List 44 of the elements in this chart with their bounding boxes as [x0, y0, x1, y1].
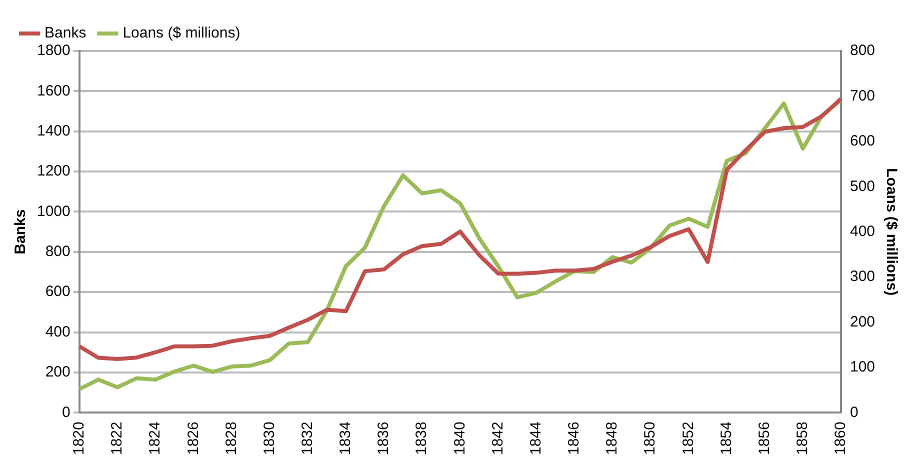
y2-tick-label: 500 — [850, 178, 876, 195]
y-tick-label: 1600 — [36, 82, 70, 100]
x-tick-label: 1854 — [718, 422, 735, 456]
x-tick-label: 1828 — [222, 422, 240, 456]
y2-tick-label: 800 — [850, 42, 876, 60]
x-tick-label: 1824 — [146, 422, 164, 456]
x-tick-label: 1840 — [451, 422, 468, 456]
y2-tick-label: 0 — [850, 404, 858, 421]
x-tick-label: 1822 — [108, 422, 126, 456]
y2-tick-label: 100 — [850, 358, 876, 376]
x-tick-label: 1838 — [413, 422, 430, 456]
x-tick-label: 1856 — [756, 422, 773, 456]
y-tick-label: 1800 — [36, 42, 70, 60]
y-tick-label: 600 — [45, 283, 70, 300]
y2-tick-label: 400 — [850, 222, 876, 240]
y2-tick-label: 600 — [850, 132, 876, 150]
legend-label: Banks — [44, 24, 86, 42]
x-tick-label: 1846 — [566, 422, 583, 456]
y-axis-title: Banks — [12, 209, 30, 254]
x-tick-label: 1852 — [680, 422, 697, 456]
y-tick-label: 1400 — [36, 122, 70, 140]
x-tick-label: 1844 — [527, 422, 544, 456]
x-tick-label: 1820 — [70, 422, 88, 456]
y-tick-label: 1200 — [36, 162, 70, 180]
x-tick-label: 1842 — [489, 422, 506, 456]
x-tick-label: 1850 — [642, 422, 659, 456]
x-tick-label: 1860 — [832, 422, 850, 456]
x-tick-label: 1858 — [794, 422, 812, 456]
x-tick-label: 1836 — [375, 422, 392, 456]
y-tick-label: 0 — [62, 404, 70, 421]
x-tick-label: 1832 — [298, 422, 316, 456]
y2-tick-label: 300 — [850, 268, 876, 286]
y-tick-label: 1000 — [36, 202, 70, 220]
x-tick-label: 1834 — [337, 422, 354, 456]
y2-tick-label: 700 — [850, 87, 876, 104]
y2-tick-label: 200 — [850, 313, 876, 330]
x-tick-label: 1830 — [260, 422, 278, 456]
y-tick-label: 800 — [45, 243, 70, 260]
x-tick-label: 1848 — [604, 422, 621, 456]
y2-axis-title: Loans ($ millions) — [882, 168, 900, 296]
y-tick-label: 200 — [45, 364, 70, 381]
x-tick-label: 1826 — [184, 422, 202, 456]
y-tick-label: 400 — [45, 323, 70, 340]
legend-label: Loans ($ millions) — [122, 24, 240, 42]
